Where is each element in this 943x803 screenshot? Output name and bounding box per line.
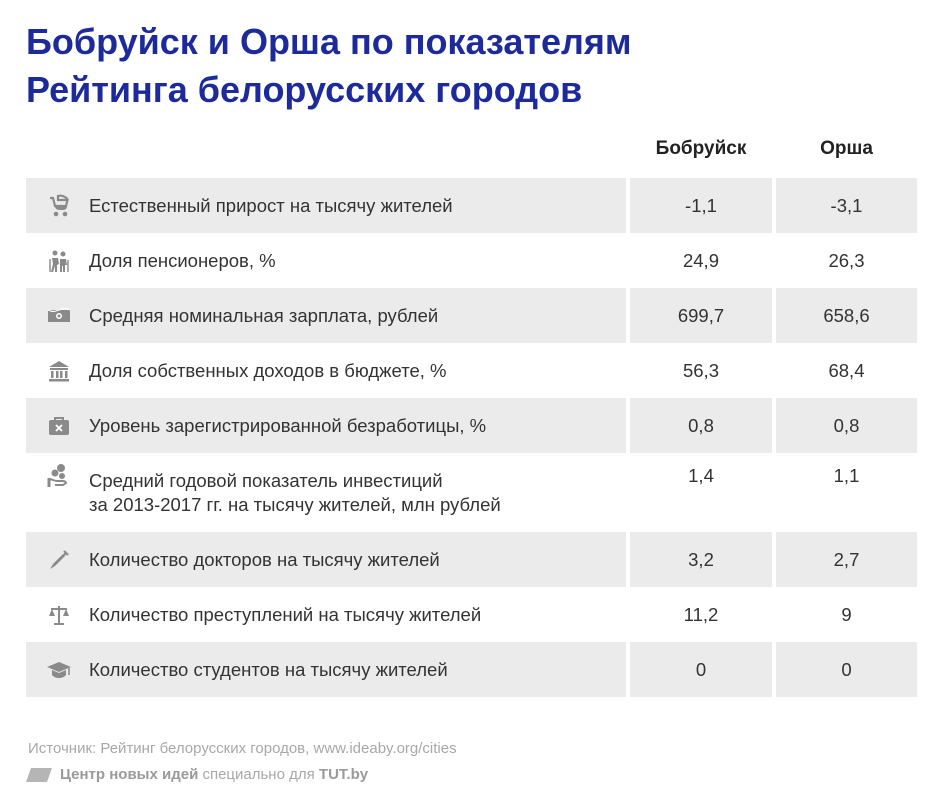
row-label: Количество докторов на тысячу жителей xyxy=(89,548,440,572)
baby-stroller-icon xyxy=(46,193,72,219)
row-label-line: за 2013-2017 гг. на тысячу жителей, млн … xyxy=(89,493,501,515)
title-line-2: Рейтинга белорусских городов xyxy=(26,69,583,110)
value-cell-bobruisk: 699,7 xyxy=(630,288,772,343)
credit-line: Центр новых идей специально для TUT.by xyxy=(26,766,368,783)
value-cell-orsha: 1,1 xyxy=(776,453,917,532)
credit-site: TUT.by xyxy=(318,766,369,783)
row-value: 0,8 xyxy=(688,414,714,436)
row-value: 2,7 xyxy=(833,548,860,570)
value-cell-orsha: 9 xyxy=(776,587,917,642)
coins-hand-icon xyxy=(46,463,72,489)
row-label-line: Средняя номинальная зарплата, рублей xyxy=(89,304,439,326)
row-label-line: Количество студентов на тысячу жителей xyxy=(89,658,448,680)
table-row: Доля собственных доходов в бюджете, % 56,… xyxy=(26,343,917,398)
row-label-line: Естественный прирост на тысячу жителей xyxy=(89,194,453,216)
value-cell-orsha: -3,1 xyxy=(776,178,917,233)
row-value: 24,9 xyxy=(682,249,719,271)
row-value: 68,4 xyxy=(828,359,865,381)
row-value: 1,4 xyxy=(688,465,714,486)
row-label-line: Количество докторов на тысячу жителей xyxy=(89,548,440,570)
row-label: Доля пенсионеров, % xyxy=(89,249,276,273)
row-label: Средняя номинальная зарплата, рублей xyxy=(89,304,438,328)
syringe-icon xyxy=(46,547,72,573)
row-label: Уровень зарегистрированной безработицы, … xyxy=(89,414,486,438)
row-label-cell: Количество студентов на тысячу жителей xyxy=(26,642,626,697)
table-row: Естественный прирост на тысячу жителей -1… xyxy=(26,178,917,233)
row-value: -3,1 xyxy=(830,194,863,216)
row-value: 0,8 xyxy=(833,414,860,436)
title-line-1: Бобруйск и Орша по показателям xyxy=(26,21,632,62)
value-cell-bobruisk: 0,8 xyxy=(630,398,772,453)
row-label-line: Доля собственных доходов в бюджете, % xyxy=(89,359,447,381)
table-row: Количество преступлений на тысячу жителе… xyxy=(26,587,917,642)
row-value: 0 xyxy=(695,658,707,680)
credit-org: Центр новых идей xyxy=(60,766,199,783)
row-label-line: Уровень зарегистрированной безработицы, … xyxy=(89,414,487,436)
column-header-bobruisk: Бобруйск xyxy=(655,138,747,159)
table-row: Средняя номинальная зарплата, рублей 699,… xyxy=(26,288,917,343)
row-label-cell: Количество преступлений на тысячу жителе… xyxy=(26,587,626,642)
table-row: Количество студентов на тысячу жителей 0 0 xyxy=(26,642,917,697)
table-row: Количество докторов на тысячу жителей 3,2… xyxy=(26,532,917,587)
value-cell-orsha: 0 xyxy=(776,642,917,697)
page-title: Бобруйск и Орша по показателям Рейтинга … xyxy=(26,18,906,114)
column-header-orsha: Орша xyxy=(820,138,873,159)
row-value: 11,2 xyxy=(683,603,719,625)
graduation-cap-icon xyxy=(46,657,72,683)
row-value: 56,3 xyxy=(682,359,719,381)
bank-building-icon xyxy=(46,358,72,384)
row-label: Количество преступлений на тысячу жителе… xyxy=(89,603,481,627)
row-label-cell: Естественный прирост на тысячу жителей xyxy=(26,178,626,233)
indicator-table: Естественный прирост на тысячу жителей -1… xyxy=(26,178,917,697)
row-value: 26,3 xyxy=(828,249,865,271)
value-cell-orsha: 2,7 xyxy=(776,532,917,587)
row-label-cell: Количество докторов на тысячу жителей xyxy=(26,532,626,587)
credit-middle: специально для xyxy=(198,766,319,783)
money-bill-icon xyxy=(46,303,72,329)
scales-icon xyxy=(46,602,72,628)
row-value: 9 xyxy=(841,603,852,625)
row-label-cell: Доля пенсионеров, % xyxy=(26,233,626,288)
table-row: Уровень зарегистрированной безработицы, … xyxy=(26,398,917,453)
row-label-line: Средний годовой показатель инвестиций xyxy=(89,469,443,491)
row-value: 3,2 xyxy=(688,548,714,570)
table-row: Доля пенсионеров, % 24,9 26,3 xyxy=(26,233,917,288)
briefcase-x-icon xyxy=(46,413,72,439)
row-label: Естественный прирост на тысячу жителей xyxy=(89,194,453,218)
row-value: -1,1 xyxy=(685,194,717,216)
row-label-cell: Уровень зарегистрированной безработицы, … xyxy=(26,398,626,453)
value-cell-orsha: 0,8 xyxy=(776,398,917,453)
table-row: Средний годовой показатель инвестиций за … xyxy=(26,453,917,532)
row-label-line: Доля пенсионеров, % xyxy=(89,249,276,271)
row-label-line: Количество преступлений на тысячу жителе… xyxy=(89,603,482,625)
flag-logo-icon xyxy=(26,767,52,782)
source-note: Источник: Рейтинг белорусских городов, w… xyxy=(28,740,457,757)
row-value: 0 xyxy=(841,658,852,680)
value-cell-bobruisk: 3,2 xyxy=(630,532,772,587)
row-label: Средний годовой показатель инвестиций за … xyxy=(89,469,501,517)
value-cell-bobruisk: 1,4 xyxy=(630,453,772,532)
value-cell-bobruisk: 0 xyxy=(630,642,772,697)
value-cell-bobruisk: 11,2 xyxy=(630,587,772,642)
value-cell-orsha: 658,6 xyxy=(776,288,917,343)
value-cell-orsha: 26,3 xyxy=(776,233,917,288)
row-label: Количество студентов на тысячу жителей xyxy=(89,658,448,682)
row-label-cell: Средний годовой показатель инвестиций за … xyxy=(26,453,626,532)
value-cell-bobruisk: 56,3 xyxy=(630,343,772,398)
value-cell-bobruisk: 24,9 xyxy=(630,233,772,288)
value-cell-orsha: 68,4 xyxy=(776,343,917,398)
row-label: Доля собственных доходов в бюджете, % xyxy=(89,359,446,383)
row-label-cell: Доля собственных доходов в бюджете, % xyxy=(26,343,626,398)
row-label-cell: Средняя номинальная зарплата, рублей xyxy=(26,288,626,343)
elderly-people-icon xyxy=(46,248,72,274)
row-value: 699,7 xyxy=(677,304,725,326)
value-cell-bobruisk: -1,1 xyxy=(630,178,772,233)
row-value: 658,6 xyxy=(823,304,870,326)
row-value: 1,1 xyxy=(833,465,860,486)
